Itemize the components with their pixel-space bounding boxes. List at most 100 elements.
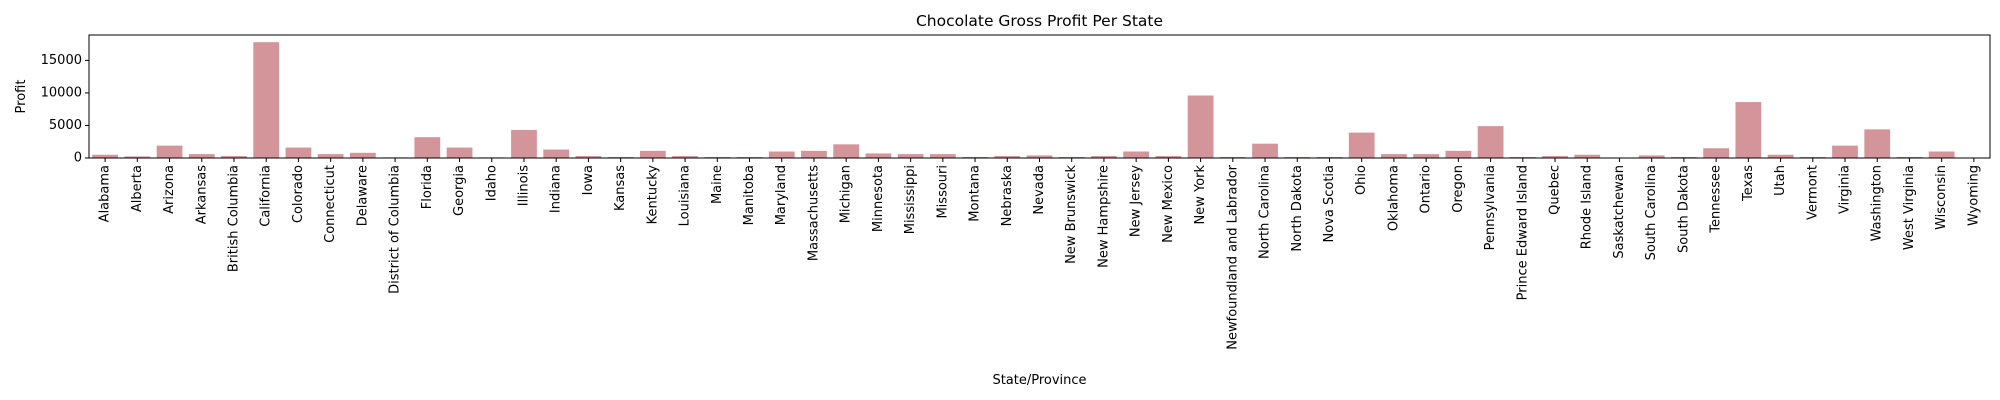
x-tick-label: Montana bbox=[968, 165, 983, 222]
bar bbox=[349, 152, 376, 158]
x-tick-label: Newfoundland and Labrador bbox=[1225, 164, 1240, 349]
bar bbox=[1252, 143, 1278, 158]
x-tick-label: Alabama bbox=[98, 165, 113, 222]
x-tick-label: South Dakota bbox=[1676, 165, 1691, 253]
x-tick-label: Oklahoma bbox=[1386, 165, 1401, 231]
x-tick-label: Wisconsin bbox=[1934, 165, 1949, 230]
x-tick-label: Minnesota bbox=[871, 165, 886, 232]
x-tick-label: Tennessee bbox=[1709, 165, 1724, 234]
x-tick-label: Rhode Island bbox=[1580, 165, 1595, 249]
bar bbox=[929, 154, 956, 158]
plot-frame bbox=[88, 34, 1991, 159]
x-axis-label: State/Province bbox=[992, 373, 1086, 388]
x-tick-label: Illinois bbox=[516, 165, 531, 206]
bar bbox=[1638, 155, 1665, 158]
bar bbox=[1703, 148, 1730, 158]
chart-title: Chocolate Gross Profit Per State bbox=[916, 12, 1163, 30]
x-tick-label: Quebec bbox=[1548, 165, 1563, 215]
bar bbox=[511, 130, 537, 158]
bar bbox=[1928, 151, 1955, 158]
x-tick-label: Oregon bbox=[1451, 165, 1466, 213]
bar bbox=[188, 154, 215, 158]
bar bbox=[1735, 102, 1762, 158]
x-tick-label: Georgia bbox=[452, 165, 467, 216]
x-tick-label: Nebraska bbox=[1000, 165, 1015, 226]
bars-layer bbox=[92, 42, 1987, 158]
bar bbox=[1187, 95, 1214, 158]
bar bbox=[865, 153, 892, 158]
x-tick-label: Delaware bbox=[355, 165, 370, 226]
x-tick-label: Missouri bbox=[935, 165, 950, 219]
bar bbox=[1477, 126, 1504, 158]
x-tick-label: Nova Scotia bbox=[1322, 165, 1337, 243]
bar bbox=[1026, 155, 1053, 158]
y-tick-label: 10000 bbox=[41, 85, 82, 100]
x-tick-label: Iowa bbox=[581, 165, 596, 195]
bar bbox=[446, 147, 473, 158]
x-tick-label: Arizona bbox=[162, 165, 177, 214]
y-tick-label: 15000 bbox=[41, 53, 82, 68]
x-tick-label: New Brunswick bbox=[1064, 165, 1079, 264]
bar bbox=[575, 156, 602, 158]
x-tick-label: Indiana bbox=[549, 165, 564, 213]
y-tick-label: 0 bbox=[74, 151, 82, 166]
x-tick-label: North Dakota bbox=[1290, 165, 1305, 252]
bar bbox=[768, 151, 795, 158]
bar bbox=[1091, 156, 1117, 158]
x-tick-label: Texas bbox=[1741, 165, 1756, 202]
x-tick-label: Wyoming bbox=[1966, 165, 1981, 226]
bar bbox=[1864, 129, 1891, 158]
bar bbox=[317, 154, 344, 158]
y-axis-label: Profit bbox=[14, 80, 29, 114]
bar bbox=[672, 156, 698, 158]
bar bbox=[1155, 156, 1182, 158]
x-tick-label: Maine bbox=[710, 165, 725, 204]
bar bbox=[1832, 145, 1858, 158]
bar bbox=[1123, 151, 1150, 158]
x-tick-label: Maryland bbox=[774, 165, 789, 225]
x-tick-label: Connecticut bbox=[323, 165, 338, 243]
x-tick-label: Michigan bbox=[839, 165, 854, 223]
x-tick-label: Arkansas bbox=[194, 165, 209, 224]
x-tick-label: Alberta bbox=[130, 165, 145, 212]
x-tick-label: Washington bbox=[1870, 165, 1885, 241]
bar bbox=[1445, 150, 1472, 158]
x-tick-label: Nevada bbox=[1032, 165, 1047, 215]
x-tick-label: Ohio bbox=[1354, 165, 1369, 195]
x-tick-label: Ontario bbox=[1419, 165, 1434, 213]
bar bbox=[1413, 154, 1440, 158]
x-tick-label: Manitoba bbox=[742, 165, 757, 225]
x-tick-label: Prince Edward Island bbox=[1515, 165, 1530, 300]
x-tick-label: Colorado bbox=[291, 165, 306, 223]
bar bbox=[1348, 132, 1375, 158]
y-tick-label: 5000 bbox=[49, 118, 82, 133]
bar bbox=[1381, 154, 1407, 158]
bar bbox=[833, 144, 860, 158]
x-tick-label: West Virginia bbox=[1902, 165, 1917, 250]
x-tick-label: New Jersey bbox=[1129, 165, 1144, 237]
bar bbox=[414, 137, 441, 158]
x-tick-label: New York bbox=[1193, 165, 1208, 225]
x-axis-ticks: Alabama Alberta Arizona Arkansas British Col… bbox=[98, 158, 1981, 350]
x-tick-label: South Carolina bbox=[1644, 165, 1659, 260]
bar bbox=[124, 156, 151, 158]
x-tick-label: Kansas bbox=[613, 165, 628, 211]
bar bbox=[92, 154, 118, 158]
bar bbox=[543, 149, 570, 158]
x-tick-label: New Mexico bbox=[1161, 165, 1176, 243]
bar bbox=[156, 145, 183, 158]
x-tick-label: Vermont bbox=[1805, 165, 1820, 220]
x-tick-label: California bbox=[259, 165, 274, 227]
x-tick-label: Massachusetts bbox=[806, 165, 821, 261]
bar bbox=[285, 147, 312, 158]
x-tick-label: British Columbia bbox=[226, 165, 241, 272]
y-axis-ticks: 0 5000 10000 15000 bbox=[41, 53, 89, 166]
x-tick-label: Louisiana bbox=[678, 165, 693, 226]
bar bbox=[897, 154, 924, 158]
bar bbox=[639, 150, 666, 158]
x-tick-label: Idaho bbox=[484, 165, 499, 201]
x-tick-label: Utah bbox=[1773, 165, 1788, 196]
x-tick-label: Virginia bbox=[1838, 165, 1853, 214]
